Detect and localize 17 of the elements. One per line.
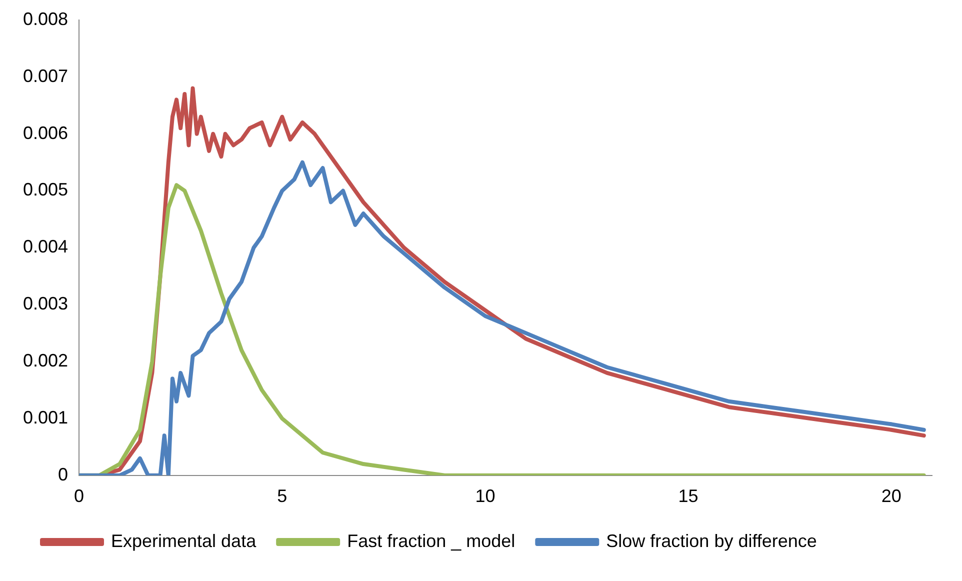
- x-tick-label: 15: [678, 486, 698, 506]
- x-tick-label: 20: [881, 486, 902, 506]
- y-tick-label: 0.005: [22, 180, 68, 200]
- x-tick-label: 0: [74, 486, 84, 506]
- legend-label: Experimental data: [111, 530, 258, 551]
- y-tick-label: 0.003: [22, 294, 68, 314]
- y-tick-label: 0.007: [22, 66, 68, 86]
- y-tick-label: 0.001: [22, 407, 68, 428]
- legend-label: Slow fraction by difference: [606, 530, 817, 551]
- y-tick-label: 0.008: [22, 8, 68, 29]
- x-tick-label: 10: [475, 486, 496, 506]
- legend-label: Fast fraction _ model: [347, 530, 516, 551]
- y-tick-label: 0.002: [22, 350, 68, 371]
- y-tick-label: 0.004: [22, 236, 68, 257]
- x-tick-label: 5: [277, 486, 288, 506]
- y-tick-label: 0: [58, 464, 68, 484]
- y-tick-label: 0.006: [22, 122, 68, 143]
